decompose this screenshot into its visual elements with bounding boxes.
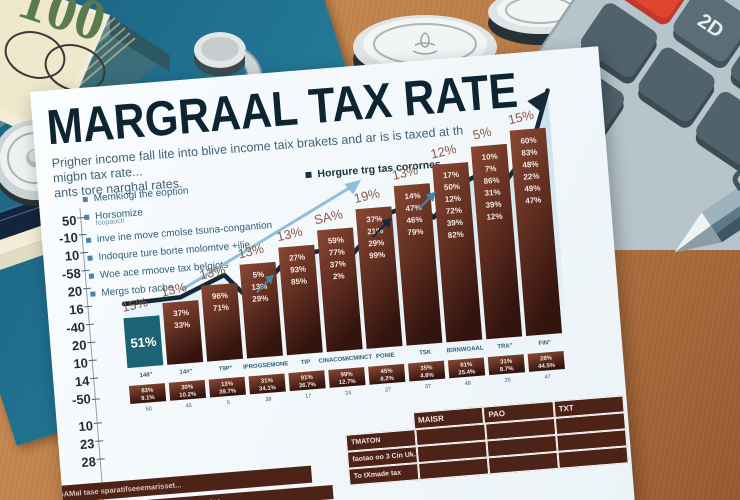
svg-text:47: 47 — [544, 374, 551, 380]
svg-text:47%: 47% — [525, 195, 542, 205]
svg-text:34.1%: 34.1% — [259, 385, 277, 392]
svg-text:45%: 45% — [380, 368, 393, 375]
svg-text:99%: 99% — [340, 371, 353, 378]
svg-text:77%: 77% — [329, 247, 346, 257]
svg-text:2%: 2% — [333, 271, 345, 281]
svg-text:37%: 37% — [366, 214, 383, 224]
svg-text:49%: 49% — [524, 183, 541, 193]
svg-text:7%: 7% — [485, 164, 497, 174]
svg-text:46%: 46% — [406, 215, 423, 225]
svg-text:SA%: SA% — [313, 206, 345, 227]
svg-text:14#": 14#" — [179, 369, 192, 376]
svg-text:9.1%: 9.1% — [141, 395, 156, 402]
svg-text:12%: 12% — [445, 194, 462, 204]
svg-text:47%: 47% — [405, 203, 422, 213]
svg-text:TIP: TIP — [301, 359, 311, 366]
svg-text:12.7%: 12.7% — [339, 379, 357, 386]
svg-text:59%: 59% — [328, 235, 345, 245]
svg-text:46: 46 — [185, 403, 192, 409]
svg-text:10%: 10% — [481, 152, 498, 162]
svg-text:21%: 21% — [367, 226, 384, 236]
svg-text:29%: 29% — [368, 238, 385, 248]
svg-text:148": 148" — [139, 372, 152, 379]
svg-text:37%: 37% — [329, 259, 346, 269]
svg-text:8.7%: 8.7% — [500, 366, 515, 373]
svg-text:TSK: TSK — [419, 350, 432, 357]
svg-text:83%: 83% — [141, 388, 154, 395]
svg-text:37: 37 — [425, 384, 432, 390]
svg-text:IPROGSEMONE: IPROGSEMONE — [243, 361, 289, 371]
svg-text:27: 27 — [385, 387, 392, 393]
svg-text:83%: 83% — [521, 148, 538, 158]
svg-text:72%: 72% — [446, 206, 463, 216]
svg-text:31%: 31% — [484, 188, 501, 198]
svg-text:25.4%: 25.4% — [458, 369, 476, 376]
svg-text:28%: 28% — [540, 355, 553, 362]
svg-text:50: 50 — [146, 406, 153, 412]
svg-text:48: 48 — [465, 381, 472, 387]
svg-text:27%: 27% — [289, 252, 306, 262]
svg-text:T9P": T9P" — [219, 366, 233, 373]
svg-text:12%: 12% — [486, 212, 503, 222]
svg-text:FIN": FIN" — [538, 340, 551, 347]
svg-text:93%: 93% — [290, 264, 307, 274]
svg-text:91%: 91% — [301, 375, 314, 382]
svg-text:60%: 60% — [520, 136, 537, 146]
svg-text:48%: 48% — [522, 159, 539, 169]
svg-text:TRA": TRA" — [497, 343, 513, 350]
svg-text:85%: 85% — [291, 276, 308, 286]
svg-text:8.2%: 8.2% — [380, 376, 395, 383]
svg-text:99%: 99% — [369, 250, 386, 260]
svg-text:33%: 33% — [174, 320, 191, 330]
svg-text:31%: 31% — [500, 359, 513, 366]
svg-text:30%: 30% — [181, 384, 194, 391]
svg-text:17: 17 — [305, 393, 312, 399]
svg-text:31%: 31% — [261, 378, 274, 385]
svg-text:4.8%: 4.8% — [420, 372, 435, 379]
svg-text:17%: 17% — [443, 170, 460, 180]
svg-text:5: 5 — [227, 400, 231, 406]
svg-text:19%: 19% — [352, 185, 381, 206]
svg-text:39%: 39% — [447, 218, 464, 228]
svg-text:86%: 86% — [483, 176, 500, 186]
svg-text:81%: 81% — [460, 362, 473, 369]
svg-text:38: 38 — [265, 397, 272, 403]
svg-text:71%: 71% — [213, 303, 230, 313]
svg-text:44.5%: 44.5% — [538, 363, 556, 370]
svg-text:IERNWOAAL: IERNWOAAL — [446, 345, 484, 354]
svg-text:24: 24 — [345, 390, 352, 396]
svg-text:39%: 39% — [485, 200, 502, 210]
svg-text:14%: 14% — [404, 191, 421, 201]
svg-text:82%: 82% — [447, 230, 464, 240]
svg-text:79%: 79% — [407, 227, 424, 237]
svg-text:51%: 51% — [130, 334, 158, 351]
svg-text:13%: 13% — [221, 381, 234, 388]
svg-text:CINACOMICMINCT: CINACOMICMINCT — [318, 354, 372, 364]
svg-text:29%: 29% — [252, 294, 269, 304]
svg-text:39.7%: 39.7% — [219, 388, 237, 395]
svg-text:PONIE: PONIE — [376, 353, 395, 360]
svg-text:13%: 13% — [275, 224, 304, 245]
svg-text:50%: 50% — [444, 182, 461, 192]
svg-text:36.7%: 36.7% — [299, 382, 317, 389]
svg-text:37%: 37% — [173, 308, 190, 318]
svg-text:10.2%: 10.2% — [179, 392, 197, 399]
svg-text:20: 20 — [504, 377, 511, 383]
svg-text:22%: 22% — [523, 171, 540, 181]
svg-text:35%: 35% — [420, 365, 433, 372]
